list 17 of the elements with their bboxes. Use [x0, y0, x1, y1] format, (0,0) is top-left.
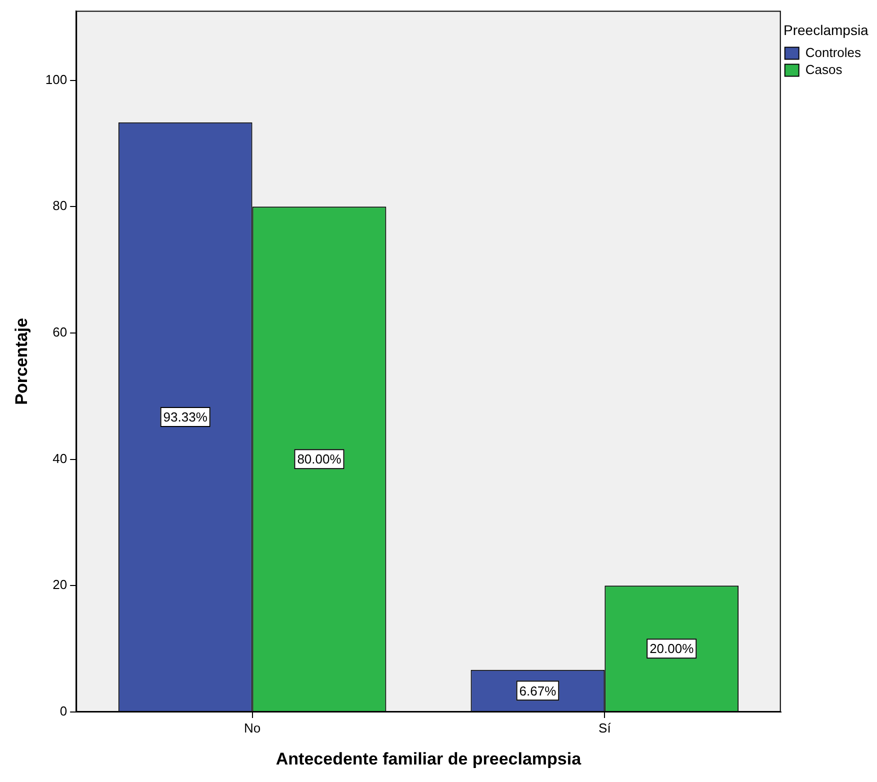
y-tick-label: 20	[52, 577, 68, 592]
data-label: 6.67%	[519, 683, 557, 698]
data-label: 80.00%	[297, 452, 342, 467]
x-tick-label: No	[244, 720, 261, 736]
y-tick-label: 40	[52, 450, 68, 466]
legend-title: Preeclampsia	[784, 22, 869, 38]
legend-label: Controles	[805, 44, 862, 60]
data-label: 20.00%	[650, 641, 694, 656]
y-tick-label: 60	[52, 324, 68, 340]
x-tick-label: Sí	[598, 720, 612, 736]
y-tick-label: 80	[52, 198, 68, 214]
y-tick-label: 0	[60, 704, 68, 719]
data-label: 93.33%	[163, 410, 208, 425]
legend-label: Casos	[805, 62, 843, 77]
x-axis-title: Antecedente familiar de preeclampsia	[276, 749, 582, 768]
y-axis-title: Porcentaje	[12, 318, 31, 405]
y-tick-label: 100	[45, 72, 68, 87]
